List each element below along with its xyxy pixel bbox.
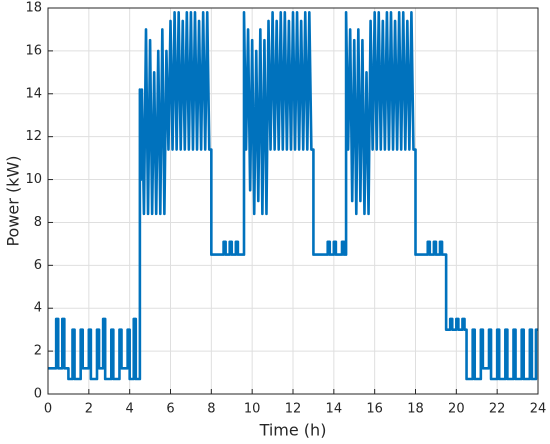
x-tick-label: 24 xyxy=(530,402,547,417)
y-tick-label: 0 xyxy=(34,387,42,402)
x-tick-label: 12 xyxy=(285,402,302,417)
data-line xyxy=(48,10,538,381)
y-tick-label: 18 xyxy=(25,1,42,16)
x-tick-label: 6 xyxy=(166,402,174,417)
y-tick-label: 2 xyxy=(34,344,42,359)
y-tick-label: 8 xyxy=(34,215,42,230)
plot-frame xyxy=(47,7,539,395)
x-tick-label: 16 xyxy=(366,402,383,417)
x-tick-label: 22 xyxy=(489,402,506,417)
y-tick-label: 16 xyxy=(25,43,42,58)
x-tick-label: 10 xyxy=(244,402,261,417)
x-tick-label: 4 xyxy=(126,402,134,417)
x-tick-label: 2 xyxy=(85,402,93,417)
x-tick-label: 20 xyxy=(448,402,465,417)
x-tick-label: 18 xyxy=(407,402,424,417)
y-tick-label: 6 xyxy=(34,258,42,273)
y-tick-label: 10 xyxy=(25,172,42,187)
x-tick-label: 8 xyxy=(207,402,215,417)
x-tick-label: 0 xyxy=(44,402,52,417)
y-tick-label: 4 xyxy=(34,301,42,316)
x-axis-label: Time (h) xyxy=(259,421,327,440)
y-tick-label: 12 xyxy=(25,129,42,144)
x-tick-label: 14 xyxy=(326,402,343,417)
y-tick-label: 14 xyxy=(25,86,42,101)
y-axis-label: Power (kW) xyxy=(4,155,23,246)
